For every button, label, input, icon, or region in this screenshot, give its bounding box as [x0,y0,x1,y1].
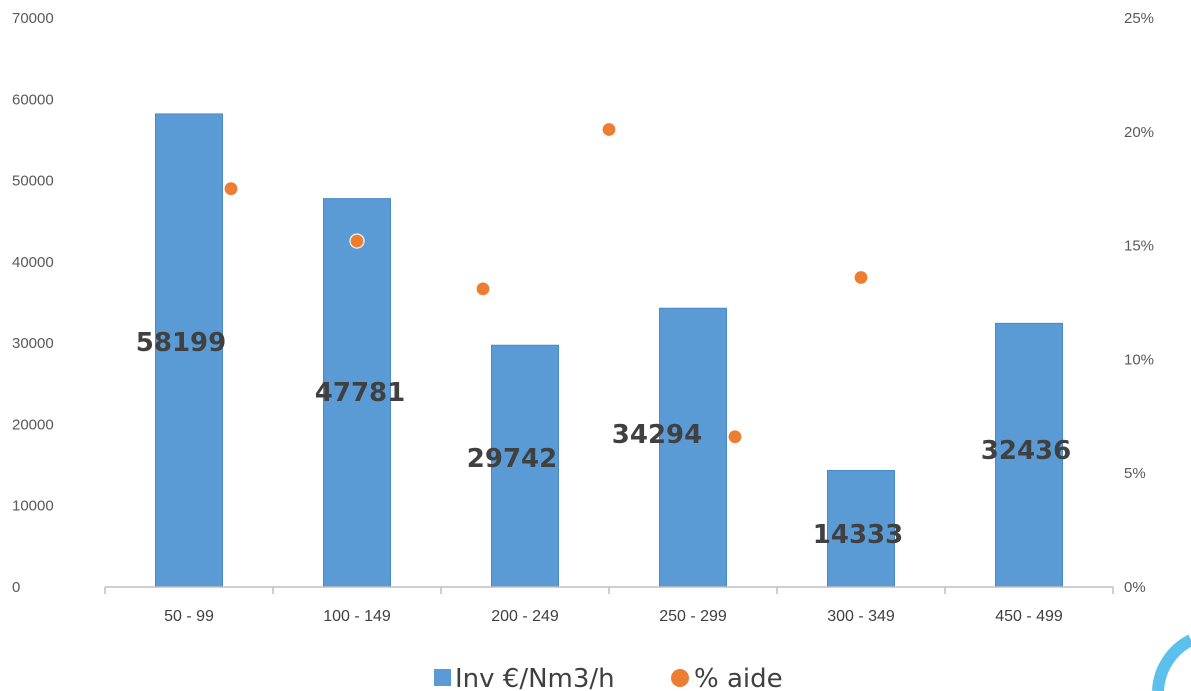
scatter-point [853,269,869,286]
x-axis-category-label: 450 - 499 [995,608,1063,625]
legend-label-bar: Inv €/Nm3/h [455,664,615,691]
left-axis-tick-label: 0 [12,579,20,596]
bar-data-label: 32436 [981,436,1071,466]
bar [827,469,895,588]
legend-swatch-bar [434,669,451,686]
left-axis-tick-label: 60000 [12,91,54,108]
x-axis-category-label: 50 - 99 [164,608,214,625]
right-axis-ticks: 0% 5% 10% 15% 20% 25% [1124,10,1154,596]
right-axis-tick-label: 20% [1124,124,1154,141]
x-axis-category-label: 100 - 149 [323,608,391,625]
bar-series [155,113,1063,588]
left-axis-ticks: 0 10000 20000 30000 40000 50000 60000 70000 [12,10,54,596]
bar-data-label: 29742 [467,444,557,474]
right-axis-tick-label: 5% [1124,465,1146,482]
legend: Inv €/Nm3/h % aide [434,664,783,691]
bar [155,113,223,588]
left-axis-tick-label: 30000 [12,335,54,352]
x-axis-category-label: 300 - 349 [827,608,895,625]
bar-data-label: 58199 [136,328,226,358]
bar [995,322,1063,588]
category-labels: 50 - 99 100 - 149 200 - 249 250 - 299 300 - … [164,608,1063,625]
bar [491,344,559,588]
corner-decoration-arc [1152,634,1191,691]
bar-data-labels: 58199 47781 29742 34294 14333 32436 [136,328,1071,550]
left-axis-tick-label: 20000 [12,416,54,433]
legend-label-dot: % aide [694,664,783,691]
bar-data-label: 14333 [813,520,903,550]
scatter-series [223,121,869,445]
bar-data-label: 47781 [315,378,405,408]
legend-swatch-dot [671,669,689,687]
scatter-point [727,429,743,445]
scatter-point [349,233,365,249]
left-axis-tick-label: 40000 [12,254,54,271]
bar-data-label: 34294 [612,420,702,450]
scatter-point [601,121,617,138]
x-axis-category-label: 200 - 249 [491,608,559,625]
left-axis-tick-label: 10000 [12,498,54,515]
right-axis-tick-label: 0% [1124,579,1146,596]
right-axis-tick-label: 15% [1124,238,1154,255]
scatter-point [475,281,491,297]
bar [659,307,727,588]
left-axis-tick-label: 50000 [12,173,54,190]
right-axis-tick-label: 10% [1124,351,1154,368]
right-axis-tick-label: 25% [1124,10,1154,27]
x-axis [104,586,1114,594]
bar [323,198,391,588]
x-axis-category-label: 250 - 299 [659,608,727,625]
scatter-point [223,181,239,197]
left-axis-tick-label: 70000 [12,10,54,27]
